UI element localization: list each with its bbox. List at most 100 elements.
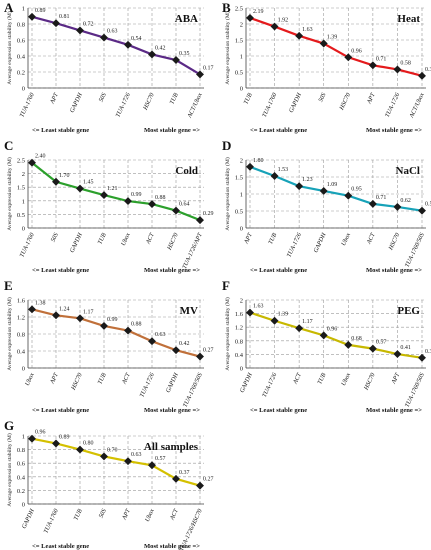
series-line xyxy=(31,15,201,76)
x-tick-label: TUA-1760/50S xyxy=(182,372,204,409)
data-label: 0.38 xyxy=(425,67,431,73)
data-label: 1.09 xyxy=(327,182,338,188)
data-label: 0.27 xyxy=(203,477,214,483)
data-label: 0.96 xyxy=(351,48,362,54)
data-point xyxy=(28,12,36,21)
most-stable-label: Most stable gene => xyxy=(144,543,200,550)
data-point xyxy=(100,191,108,200)
data-point xyxy=(344,340,353,349)
data-point xyxy=(28,305,36,314)
data-point xyxy=(76,26,84,35)
data-label: 0.88 xyxy=(131,322,142,328)
most-stable-label: Most stable gene => xyxy=(366,267,422,274)
x-tick-label: TUA-1760 xyxy=(261,91,279,118)
data-point xyxy=(52,439,60,448)
data-label: 0.96 xyxy=(327,326,338,332)
data-label: 0.35 xyxy=(179,51,190,57)
data-point xyxy=(148,50,156,59)
least-stable-label: <= Least stable gene xyxy=(32,127,89,134)
y-axis-label: Average expression stability (M) xyxy=(224,157,231,231)
least-stable-label: <= Least stable gene xyxy=(250,267,307,274)
most-stable-label: Most stable gene => xyxy=(144,407,200,414)
data-label: 0.96 xyxy=(35,430,46,436)
y-tick-label: 0 xyxy=(240,86,243,93)
panel-letter: A xyxy=(4,0,14,15)
x-tick-label: ACT/Ubox xyxy=(186,92,204,120)
y-tick-label: 0.5 xyxy=(17,212,25,219)
y-tick-label: 2 xyxy=(240,158,243,165)
data-label: 1.38 xyxy=(35,300,46,306)
data-point xyxy=(393,202,402,211)
y-axis-label: Average expression stability (M) xyxy=(6,297,13,371)
x-tick-label: 50S xyxy=(317,92,327,103)
data-label: 2.40 xyxy=(35,154,46,160)
y-tick-label: 0.5 xyxy=(235,209,243,216)
series-line xyxy=(31,161,201,222)
data-label: 1.80 xyxy=(253,158,264,164)
y-tick-label: 0.8 xyxy=(17,332,25,339)
y-axis-label: Average expression stability (M) xyxy=(224,11,231,85)
data-point xyxy=(76,184,84,193)
data-point xyxy=(124,457,132,466)
data-point xyxy=(270,172,279,180)
y-tick-label: 0.2 xyxy=(17,488,25,495)
x-tick-label: HSC70 xyxy=(69,371,84,392)
y-tick-label: 0.6 xyxy=(17,38,26,45)
data-label: 0.63 xyxy=(155,332,166,338)
y-axis-label: Average expression stability (M) xyxy=(6,11,13,85)
data-point xyxy=(52,19,60,28)
data-point xyxy=(368,199,377,208)
x-tick-label: TUA-1726/APT xyxy=(181,231,204,270)
series-line xyxy=(249,165,423,212)
y-tick-label: 0.6 xyxy=(17,461,26,468)
x-tick-label: TUA-1726 xyxy=(384,91,402,118)
x-tick-label: APT xyxy=(390,371,402,385)
most-stable-label: Most stable gene => xyxy=(144,127,200,134)
data-point xyxy=(172,206,180,215)
y-tick-label: 0.8 xyxy=(17,22,25,29)
y-tick-label: 0 xyxy=(22,226,25,233)
data-label: 0.63 xyxy=(131,452,142,458)
x-tick-label: HSC70 xyxy=(338,91,353,112)
y-axis-label: Average expression stability (M) xyxy=(6,433,13,507)
y-tick-label: 0 xyxy=(22,86,25,93)
data-label: 0.63 xyxy=(107,29,118,35)
y-tick-label: 0.8 xyxy=(235,338,243,345)
data-label: 0.71 xyxy=(376,56,387,62)
x-tick-label: TUA-1760 xyxy=(18,91,36,118)
data-point xyxy=(295,324,304,333)
data-point xyxy=(344,191,353,200)
y-tick-label: 0.4 xyxy=(235,352,244,359)
data-label: 0.17 xyxy=(203,65,214,71)
data-label: 0.68 xyxy=(351,336,362,342)
y-tick-label: 2.5 xyxy=(17,158,25,165)
x-tick-label: 50S xyxy=(98,92,108,103)
y-axis-label: Average expression stability (M) xyxy=(6,157,13,231)
data-point xyxy=(319,331,328,340)
least-stable-label: <= Least stable gene xyxy=(250,127,307,134)
data-point xyxy=(196,352,204,361)
data-point xyxy=(246,162,254,171)
x-tick-label: APT xyxy=(48,91,60,105)
data-point xyxy=(100,452,108,461)
chart-panel-C: C 0 0.5 1 1.5 2 2.5 Average expression stabilit… xyxy=(4,138,214,274)
x-tick-label: TUB xyxy=(73,508,84,522)
x-tick-label: HSC70 xyxy=(362,371,377,392)
x-tick-label: ACT xyxy=(291,371,303,386)
data-label: 0.71 xyxy=(376,195,387,201)
data-point xyxy=(270,316,279,325)
chart-panel-B: B 0 0.5 1 1.5 2 2.5 Average expression stabilit… xyxy=(222,0,431,134)
x-tick-label: TUA-1726 xyxy=(138,371,156,398)
x-tick-label: Ubox xyxy=(24,372,36,387)
data-label: 0.72 xyxy=(83,21,94,27)
data-label: 0.89 xyxy=(35,8,46,14)
data-label: 0.89 xyxy=(59,434,70,440)
chart-panel-F: F 0 0.4 0.8 1.2 1.6 2 Average expression stabil… xyxy=(222,278,431,414)
data-label: 1.92 xyxy=(278,18,289,24)
y-tick-label: 0.4 xyxy=(17,349,26,356)
y-tick-label: 1.5 xyxy=(235,38,243,45)
least-stable-label: <= Least stable gene xyxy=(32,267,89,274)
data-label: 0.81 xyxy=(59,14,70,20)
x-tick-label: GAPDH xyxy=(165,371,180,393)
